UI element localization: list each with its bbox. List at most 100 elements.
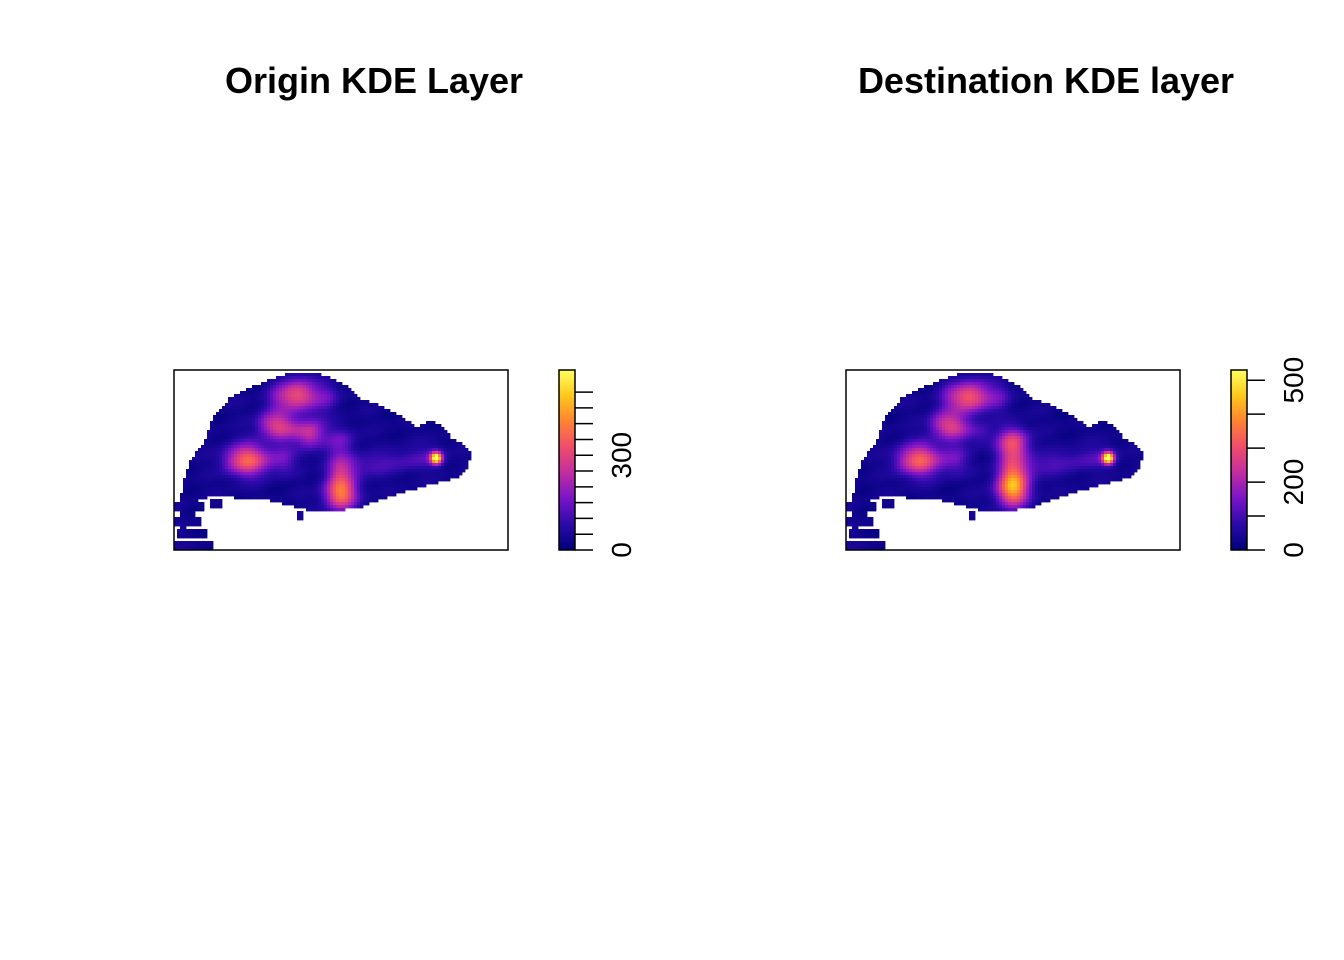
kde-cell [318,427,322,431]
kde-cell [1071,421,1075,425]
kde-cell [369,493,373,497]
kde-cell [1134,454,1138,458]
kde-cell [213,439,217,443]
kde-cell [873,448,877,452]
kde-cell [192,478,196,482]
kde-cell [897,439,901,443]
kde-cell [1059,445,1063,449]
kde-cell [891,430,895,434]
kde-cell [291,409,295,413]
kde-cell [1017,394,1021,398]
kde-cell [273,406,277,410]
kde-cell [1080,427,1084,431]
kde-cell [300,472,304,476]
kde-cell [252,430,256,434]
kde-cell [933,439,937,443]
kde-cell [1128,451,1132,455]
kde-cell [390,415,394,419]
kde-cell [243,436,247,440]
kde-cell [393,493,397,497]
kde-cell [870,457,874,461]
kde-cell [240,445,244,449]
kde-cell [879,451,883,455]
kde-cell [189,514,193,518]
kde-cell [984,394,988,398]
kde-cell [408,445,412,449]
kde-cell [366,448,370,452]
kde-cell [987,427,991,431]
kde-cell [942,400,946,404]
kde-cell [1038,415,1042,419]
kde-cell [996,454,1000,458]
kde-cell [309,475,313,479]
kde-cell [297,436,301,440]
kde-cell [981,409,985,413]
kde-cell [285,415,289,419]
kde-cell [372,433,376,437]
kde-cell [954,385,958,389]
kde-cell [915,445,919,449]
kde-cell [1110,427,1114,431]
kde-cell [294,454,298,458]
kde-cell [189,535,193,539]
kde-cell [330,496,334,500]
kde-cell [426,454,430,458]
kde-cell [351,454,355,458]
kde-cell [288,499,292,503]
kde-cell [282,391,286,395]
kde-cell [966,397,970,401]
kde-cell [1026,406,1030,410]
kde-cell [1041,409,1045,413]
kde-cell [879,442,883,446]
kde-cell [357,433,361,437]
kde-cell [306,451,310,455]
kde-cell [306,394,310,398]
kde-cell [324,421,328,425]
kde-cell [342,448,346,452]
kde-cell [345,394,349,398]
kde-cell [1113,457,1117,461]
kde-cell [249,490,253,494]
kde-cell [306,421,310,425]
kde-cell [927,409,931,413]
kde-cell [1023,394,1027,398]
kde-cell [339,403,343,407]
kde-cell [285,400,289,404]
kde-cell [351,493,355,497]
kde-cell [303,412,307,416]
kde-cell [948,391,952,395]
kde-cell [432,451,436,455]
kde-cell [255,475,259,479]
kde-cell [1029,442,1033,446]
kde-cell [249,478,253,482]
kde-cell [219,484,223,488]
kde-cell [270,487,274,491]
kde-cell [1002,430,1006,434]
kde-cell [1014,445,1018,449]
kde-cell [411,439,415,443]
kde-cell [933,427,937,431]
kde-cell [333,493,337,497]
kde-cell [987,424,991,428]
kde-cell [390,472,394,476]
kde-cell [297,517,301,521]
kde-cell [285,421,289,425]
kde-cell [291,400,295,404]
kde-cell [279,427,283,431]
kde-cell [984,406,988,410]
kde-cell [336,430,340,434]
kde-cell [309,508,313,512]
kde-cell [906,403,910,407]
kde-cell [948,427,952,431]
kde-cell [219,499,223,503]
kde-cell [897,463,901,467]
kde-cell [378,460,382,464]
kde-cell [1023,409,1027,413]
kde-cell [972,382,976,386]
kde-cell [1044,451,1048,455]
kde-cell [336,502,340,506]
kde-cell [1068,424,1072,428]
kde-cell [1098,430,1102,434]
kde-cell [1113,436,1117,440]
kde-cell [1101,427,1105,431]
